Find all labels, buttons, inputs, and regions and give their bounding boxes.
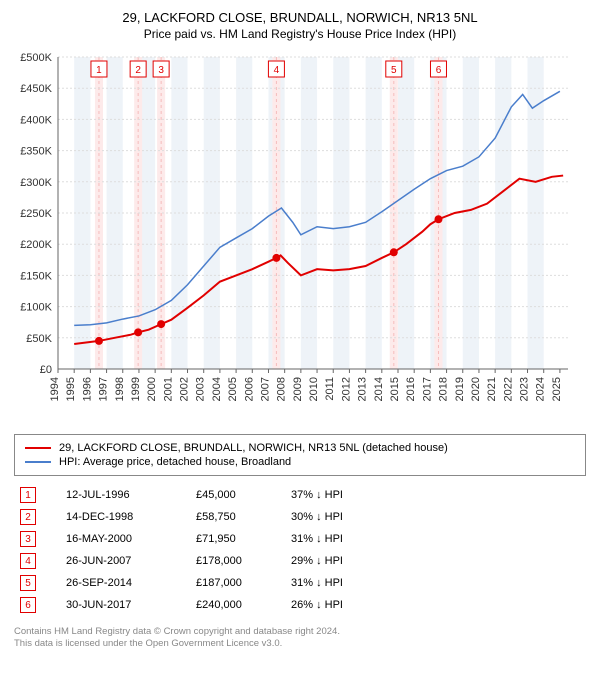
svg-text:1994: 1994: [49, 377, 61, 401]
svg-text:2007: 2007: [259, 377, 271, 401]
sale-marker: 2: [20, 509, 36, 525]
svg-text:1: 1: [96, 65, 102, 76]
svg-text:2011: 2011: [324, 377, 336, 401]
sale-marker: 5: [20, 575, 36, 591]
legend-label: HPI: Average price, detached house, Broa…: [59, 456, 291, 468]
svg-text:2001: 2001: [162, 377, 174, 401]
svg-text:£0: £0: [40, 364, 52, 376]
sale-row: 1 12-JUL-1996£45,00037% ↓ HPI: [14, 484, 586, 506]
svg-text:2002: 2002: [179, 377, 191, 401]
sale-date: 14-DEC-1998: [66, 511, 196, 523]
svg-text:£100K: £100K: [20, 302, 52, 314]
svg-text:2018: 2018: [438, 377, 450, 401]
price-chart: £0 £50K £100K £150K £200K £250K £300K £350K £400…: [14, 49, 574, 419]
svg-text:2012: 2012: [340, 377, 352, 401]
svg-text:2021: 2021: [486, 377, 498, 401]
svg-text:£250K: £250K: [20, 208, 52, 220]
svg-text:1998: 1998: [114, 377, 126, 401]
legend-swatch: [25, 461, 51, 463]
sale-pct: 31% ↓ HPI: [291, 533, 391, 545]
chart-title: 29, LACKFORD CLOSE, BRUNDALL, NORWICH, N…: [14, 10, 586, 25]
sale-date: 26-SEP-2014: [66, 577, 196, 589]
sale-row: 3 16-MAY-2000£71,95031% ↓ HPI: [14, 528, 586, 550]
sale-marker: 1: [20, 487, 36, 503]
svg-text:£400K: £400K: [20, 114, 52, 126]
sale-row: 2 14-DEC-1998£58,75030% ↓ HPI: [14, 506, 586, 528]
svg-text:2025: 2025: [551, 377, 563, 401]
svg-text:2020: 2020: [470, 377, 482, 401]
sale-price: £240,000: [196, 599, 291, 611]
chart-subtitle: Price paid vs. HM Land Registry's House …: [14, 27, 586, 41]
sale-date: 26-JUN-2007: [66, 555, 196, 567]
svg-text:2006: 2006: [243, 377, 255, 401]
svg-text:2013: 2013: [357, 377, 369, 401]
sale-price: £187,000: [196, 577, 291, 589]
sale-price: £178,000: [196, 555, 291, 567]
sale-pct: 37% ↓ HPI: [291, 489, 391, 501]
legend-label: 29, LACKFORD CLOSE, BRUNDALL, NORWICH, N…: [59, 442, 448, 454]
svg-text:£300K: £300K: [20, 177, 52, 189]
sales-table: 1 12-JUL-1996£45,00037% ↓ HPI 2 14-DEC-1998…: [14, 484, 586, 616]
svg-text:1996: 1996: [81, 377, 93, 401]
sale-date: 30-JUN-2017: [66, 599, 196, 611]
svg-text:£450K: £450K: [20, 83, 52, 95]
sale-row: 4 26-JUN-2007£178,00029% ↓ HPI: [14, 550, 586, 572]
svg-text:4: 4: [274, 65, 280, 76]
svg-text:2005: 2005: [227, 377, 239, 401]
svg-text:2016: 2016: [405, 377, 417, 401]
svg-text:2: 2: [135, 65, 141, 76]
sale-marker: 6: [20, 597, 36, 613]
legend: 29, LACKFORD CLOSE, BRUNDALL, NORWICH, N…: [14, 434, 586, 476]
svg-text:2014: 2014: [373, 377, 385, 401]
svg-text:2003: 2003: [195, 377, 207, 401]
legend-item: 29, LACKFORD CLOSE, BRUNDALL, NORWICH, N…: [25, 441, 575, 455]
sale-pct: 31% ↓ HPI: [291, 577, 391, 589]
sale-row: 5 26-SEP-2014£187,00031% ↓ HPI: [14, 572, 586, 594]
sale-price: £71,950: [196, 533, 291, 545]
legend-item: HPI: Average price, detached house, Broa…: [25, 455, 575, 469]
svg-text:£150K: £150K: [20, 270, 52, 282]
svg-text:2023: 2023: [519, 377, 531, 401]
svg-text:1997: 1997: [98, 377, 110, 401]
footnote-line-2: This data is licensed under the Open Gov…: [14, 638, 586, 650]
svg-text:2017: 2017: [421, 377, 433, 401]
svg-text:£500K: £500K: [20, 52, 52, 64]
footnote: Contains HM Land Registry data © Crown c…: [14, 626, 586, 651]
svg-text:1995: 1995: [65, 377, 77, 401]
svg-text:£350K: £350K: [20, 146, 52, 158]
svg-text:£50K: £50K: [26, 333, 52, 345]
sale-price: £58,750: [196, 511, 291, 523]
svg-text:2008: 2008: [276, 377, 288, 401]
sale-pct: 29% ↓ HPI: [291, 555, 391, 567]
svg-text:6: 6: [436, 65, 442, 76]
svg-text:2004: 2004: [211, 377, 223, 401]
svg-text:£200K: £200K: [20, 239, 52, 251]
footnote-line-1: Contains HM Land Registry data © Crown c…: [14, 626, 586, 638]
svg-text:2000: 2000: [146, 377, 158, 401]
chart-area: £0 £50K £100K £150K £200K £250K £300K £350K £400…: [14, 49, 586, 424]
svg-text:5: 5: [391, 65, 397, 76]
legend-swatch: [25, 447, 51, 449]
sale-price: £45,000: [196, 489, 291, 501]
svg-text:2009: 2009: [292, 377, 304, 401]
sale-pct: 30% ↓ HPI: [291, 511, 391, 523]
svg-text:2024: 2024: [535, 377, 547, 401]
sale-date: 12-JUL-1996: [66, 489, 196, 501]
svg-text:3: 3: [158, 65, 164, 76]
svg-text:2015: 2015: [389, 377, 401, 401]
svg-text:1999: 1999: [130, 377, 142, 401]
svg-text:2010: 2010: [308, 377, 320, 401]
sale-pct: 26% ↓ HPI: [291, 599, 391, 611]
sale-marker: 4: [20, 553, 36, 569]
sale-date: 16-MAY-2000: [66, 533, 196, 545]
sale-row: 6 30-JUN-2017£240,00026% ↓ HPI: [14, 594, 586, 616]
svg-text:2019: 2019: [454, 377, 466, 401]
svg-text:2022: 2022: [502, 377, 514, 401]
sale-marker: 3: [20, 531, 36, 547]
